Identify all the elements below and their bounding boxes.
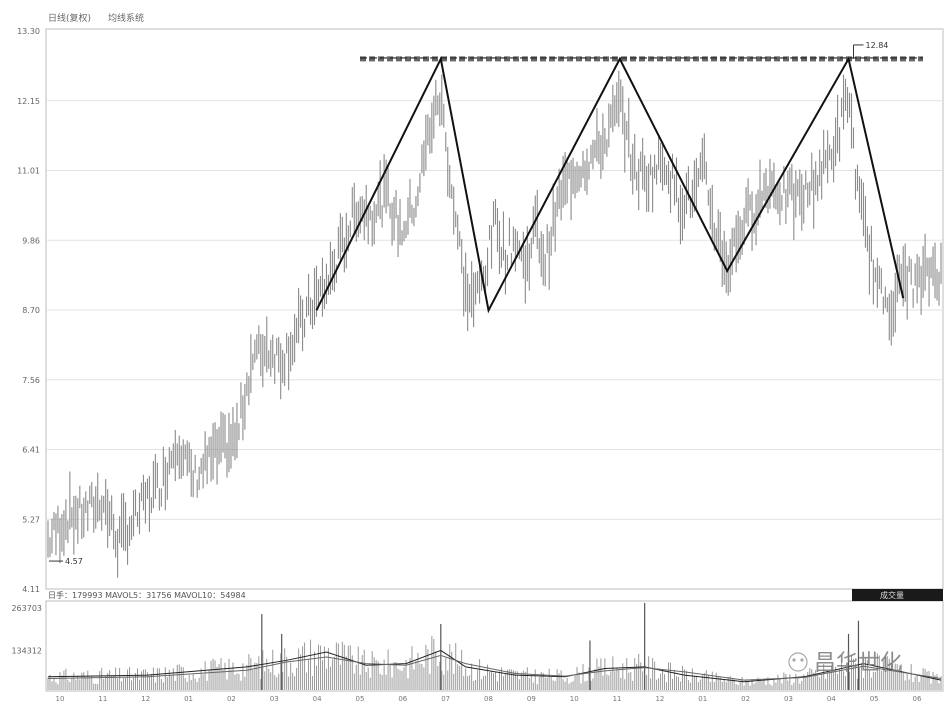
y-tick-label: 12.15	[17, 97, 40, 106]
x-tick-label: 04	[313, 695, 322, 703]
x-tick-label: 01	[184, 695, 193, 703]
x-tick-label: 02	[741, 695, 750, 703]
y-tick-label: 9.86	[22, 236, 40, 245]
watermark-icon-dot	[792, 658, 796, 662]
y-tick-label: 5.27	[22, 515, 40, 524]
price-grid	[46, 100, 943, 520]
y-tick-label: 7.56	[22, 376, 40, 385]
price-annotations: 4.57 12.84	[48, 41, 888, 566]
x-tick-label: 01	[698, 695, 707, 703]
x-tick-label: 08	[484, 695, 493, 703]
x-tick-label: 10	[56, 695, 65, 703]
watermark: 昌华世化	[788, 651, 902, 676]
price-bars	[47, 70, 942, 578]
volume-tick-label: 263703	[11, 604, 42, 613]
main-panel-frame	[45, 28, 944, 590]
volume-ma-line	[47, 654, 942, 681]
resistance-line	[360, 56, 923, 62]
chart-header-title: 日线(复权)	[48, 12, 91, 24]
x-tick-label: 06	[913, 695, 922, 703]
x-tick-label: 06	[398, 695, 407, 703]
annotation-label: 4.57	[65, 557, 83, 566]
price-axis: 13.30 12.15 11.01 9.86 8.70 7.56 6.41 5.27 4.11	[17, 27, 40, 594]
trend-zigzag	[315, 55, 905, 314]
volume-axis: 263703 134312	[11, 604, 42, 656]
x-tick-label: 12	[655, 695, 664, 703]
volume-bars	[47, 603, 942, 690]
annotation-label: 12.84	[865, 41, 888, 50]
y-tick-label: 4.11	[22, 585, 40, 594]
x-tick-label: 02	[227, 695, 236, 703]
x-tick-label: 03	[784, 695, 793, 703]
volume-panel-frame	[45, 600, 944, 692]
x-tick-label: 11	[98, 695, 107, 703]
x-tick-label: 11	[613, 695, 622, 703]
volume-ma-line	[47, 649, 942, 683]
x-tick-label: 10	[570, 695, 579, 703]
volume-badge-bg	[852, 589, 943, 601]
x-tick-label: 07	[441, 695, 450, 703]
date-axis: 10 11 12 01 02 03 04 05 06 07 08 09 10 11 12 01 02 03 04 05…	[56, 695, 922, 703]
trend-line	[315, 55, 905, 314]
x-tick-label: 05	[355, 695, 364, 703]
x-tick-label: 12	[141, 695, 150, 703]
y-tick-label: 6.41	[22, 446, 40, 455]
x-tick-label: 05	[870, 695, 879, 703]
y-tick-label: 11.01	[17, 167, 40, 176]
chart-header-subtitle: 均线系统	[108, 12, 144, 24]
watermark-text: 昌华世化	[814, 651, 902, 676]
volume-header: 日手：179993 MAVOL5：31756 MAVOL10：54984	[48, 590, 246, 600]
x-tick-label: 03	[270, 695, 279, 703]
volume-badge: 成交量	[880, 590, 904, 600]
watermark-icon-dot	[800, 658, 804, 662]
volume-tick-label: 134312	[11, 647, 42, 656]
watermark-icon	[788, 652, 808, 672]
y-tick-label: 8.70	[22, 306, 40, 315]
x-tick-label: 04	[827, 695, 836, 703]
volume-ma-lines	[47, 649, 942, 683]
y-tick-label: 13.30	[17, 27, 40, 36]
x-tick-label: 09	[527, 695, 536, 703]
